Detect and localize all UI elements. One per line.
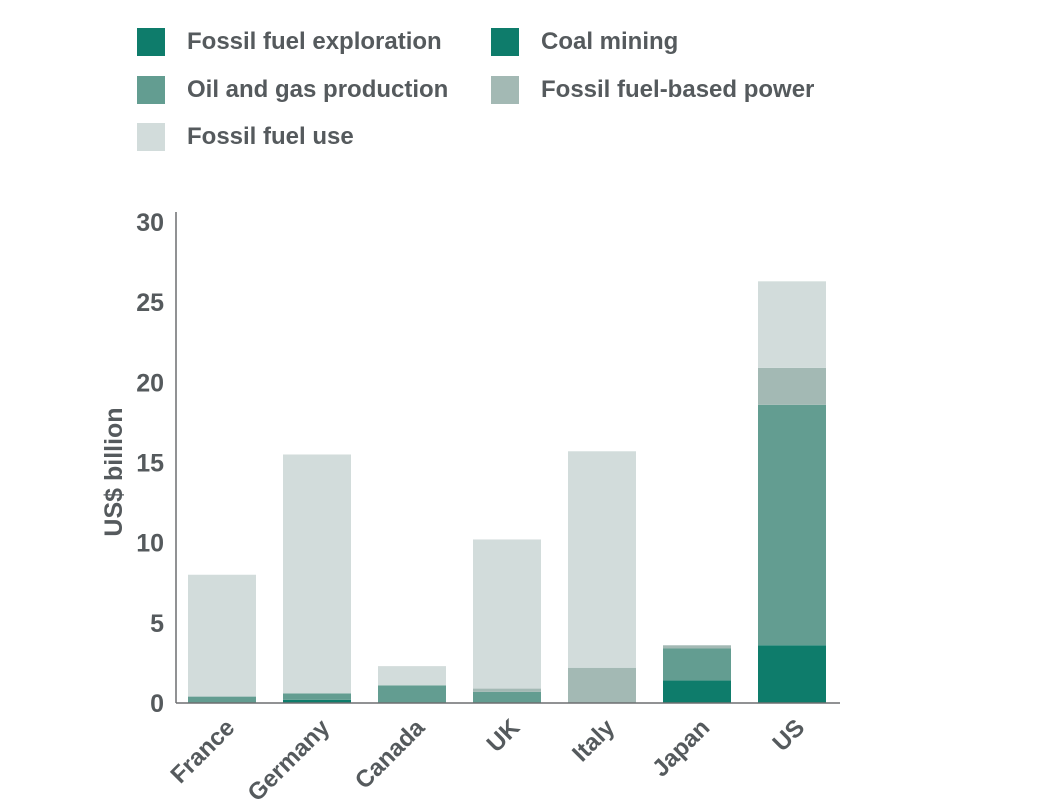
y-tick-label: 10 [136,530,164,558]
x-tick-label-japan: Japan [647,714,715,782]
bar-segment-france-fossil-fuel-use [188,574,256,697]
x-tick-label-canada: Canada [350,714,431,795]
bar-segment-italy-fossil-fuel-based-power [568,667,636,703]
legend-item-coal-mining: Coal mining [491,28,678,56]
legend-item-fossil-fuel-based-power: Fossil fuel-based power [491,76,814,104]
legend-swatch-fossil-fuel-based-power [491,76,519,104]
x-tick-label-uk: UK [482,714,526,758]
bar-segment-us-oil-and-gas-production [758,404,826,646]
bar-segment-japan-coal-mining [663,680,731,703]
legend-item-fossil-fuel-exploration: Fossil fuel exploration [137,28,442,56]
legend-label: Fossil fuel-based power [541,76,815,103]
legend-swatch-fossil-fuel-use [137,123,165,151]
legend-label: Fossil fuel exploration [187,28,442,55]
legend-item-fossil-fuel-use: Fossil fuel use [137,123,354,151]
x-tick-label-us: US [768,714,811,757]
bar-segment-japan-oil-and-gas-production [663,648,731,681]
x-tick-label-germany: Germany [243,714,336,807]
legend-label: Fossil fuel use [187,123,354,150]
y-tick-labels: 0 5 10 15 20 25 30 [136,209,164,718]
x-tick-labels: France Germany Canada UK Italy Japan US [165,714,810,807]
bar-segment-germany-oil-and-gas-production [283,693,351,700]
y-axis-label: US$ billion [100,407,128,536]
legend-swatch-fossil-fuel-exploration [137,28,165,56]
legend-label: Oil and gas production [187,76,449,103]
y-tick-label: 15 [136,450,164,478]
bar-segment-canada-fossil-fuel-use [378,666,446,686]
bar-segment-uk-fossil-fuel-use [473,539,541,689]
bar-segment-canada-oil-and-gas-production [378,685,446,703]
bar-segment-germany-fossil-fuel-use [283,454,351,694]
bar-segment-uk-oil-and-gas-production [473,691,541,703]
bar-segment-us-fossil-fuel-use [758,281,826,368]
legend-label: Coal mining [541,28,679,55]
legend-swatch-oil-and-gas-production [137,76,165,104]
legend-swatch-coal-mining [491,28,519,56]
bar-segment-uk-fossil-fuel-based-power [473,688,541,692]
x-tick-label-france: France [165,714,240,789]
bar-segment-france-oil-and-gas-production [188,696,256,703]
y-tick-label: 30 [136,209,164,237]
x-tick-label-italy: Italy [567,714,621,768]
y-tick-label: 20 [136,369,164,397]
y-tick-label: 0 [150,690,164,718]
bar-segment-us-coal-mining [758,645,826,703]
bar-segment-us-fossil-fuel-based-power [758,367,826,405]
bar-segment-germany-fossil-fuel-exploration [283,699,351,703]
y-tick-label: 5 [150,610,164,638]
bars-group [188,281,826,703]
y-tick-label: 25 [136,289,164,317]
legend-item-oil-and-gas-production: Oil and gas production [137,76,448,104]
bar-segment-japan-fossil-fuel-based-power [663,645,731,649]
bar-segment-italy-fossil-fuel-use [568,451,636,668]
